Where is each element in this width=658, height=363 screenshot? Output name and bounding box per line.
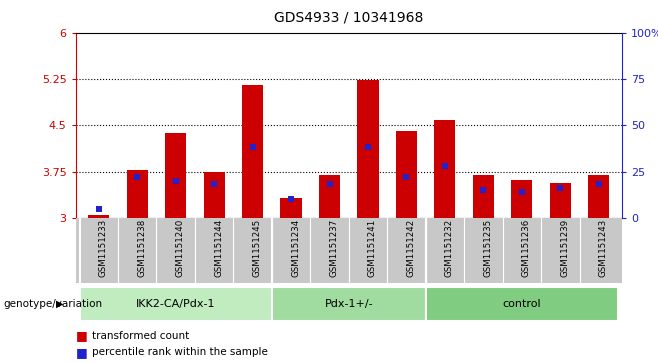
Text: ▶: ▶ (55, 299, 63, 309)
Bar (319, 175, 340, 218)
Bar (396, 131, 417, 218)
Bar (549, 183, 571, 218)
Text: GSM1151233: GSM1151233 (99, 219, 108, 277)
Bar (272, 287, 426, 321)
Bar (357, 79, 378, 218)
Text: GSM1151242: GSM1151242 (407, 219, 415, 277)
Bar (242, 85, 263, 218)
Text: GSM1151234: GSM1151234 (291, 219, 300, 277)
Text: transformed count: transformed count (92, 331, 190, 341)
Text: GSM1151244: GSM1151244 (214, 219, 223, 277)
Bar (434, 120, 455, 218)
Bar (126, 170, 148, 218)
Text: genotype/variation: genotype/variation (3, 299, 103, 309)
Bar (511, 180, 532, 218)
Bar (203, 171, 224, 218)
Text: GSM1151241: GSM1151241 (368, 219, 377, 277)
Text: percentile rank within the sample: percentile rank within the sample (92, 347, 268, 357)
Text: GSM1151240: GSM1151240 (176, 219, 185, 277)
Bar (588, 175, 609, 218)
Text: Pdx-1+/-: Pdx-1+/- (324, 299, 373, 309)
Text: GSM1151236: GSM1151236 (522, 219, 531, 277)
Text: GSM1151237: GSM1151237 (330, 219, 338, 277)
Text: GSM1151232: GSM1151232 (445, 219, 454, 277)
Text: ■: ■ (76, 329, 88, 342)
Text: IKK2-CA/Pdx-1: IKK2-CA/Pdx-1 (136, 299, 215, 309)
Bar (88, 215, 109, 218)
Bar (426, 287, 618, 321)
Bar (80, 287, 272, 321)
Text: GSM1151238: GSM1151238 (138, 219, 146, 277)
Text: GSM1151239: GSM1151239 (560, 219, 569, 277)
Text: ■: ■ (76, 346, 88, 359)
Bar (280, 198, 301, 218)
Text: GDS4933 / 10341968: GDS4933 / 10341968 (274, 11, 424, 25)
Text: control: control (503, 299, 541, 309)
Text: GSM1151235: GSM1151235 (484, 219, 492, 277)
Bar (165, 132, 186, 218)
Text: GSM1151245: GSM1151245 (253, 219, 262, 277)
Bar (473, 175, 494, 218)
Text: GSM1151243: GSM1151243 (599, 219, 608, 277)
